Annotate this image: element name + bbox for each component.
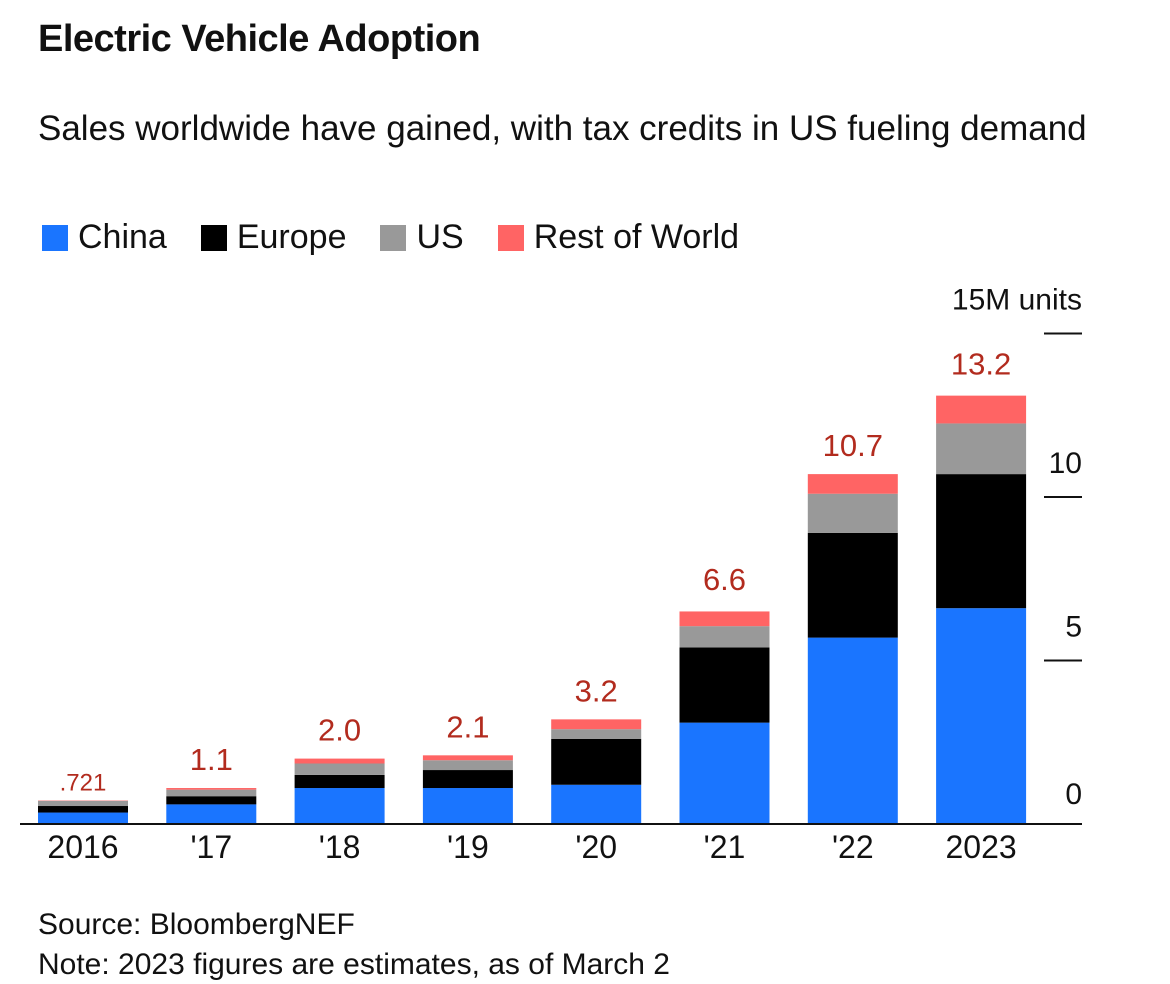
legend: China Europe US Rest of World <box>42 218 773 257</box>
total-label-3: 2.0 <box>318 713 361 748</box>
legend-swatch-europe <box>200 224 227 251</box>
legend-label-rest-of-world: Rest of World <box>533 218 740 256</box>
bar-segment-us-5 <box>551 729 642 739</box>
legend-swatch-us <box>380 224 407 251</box>
total-label-6: 6.6 <box>703 562 746 597</box>
footnote: Note: 2023 figures are estimates, as of … <box>38 948 670 981</box>
legend-label-europe: Europe <box>236 218 347 256</box>
bar-segment-rest-of-world-7 <box>807 474 898 494</box>
total-label-5: 3.2 <box>575 673 618 708</box>
bar-segment-us-7 <box>807 493 898 533</box>
bar-segment-china-4 <box>422 788 513 824</box>
legend-label-us: US <box>416 218 464 256</box>
legend-swatch-rest-of-world <box>497 224 524 251</box>
x-tick-label-3: '18 <box>319 829 361 865</box>
legend-item-us: US <box>380 218 464 257</box>
bar-segment-europe-3 <box>294 774 385 789</box>
bar-segment-china-5 <box>551 784 642 824</box>
chart-title: Electric Vehicle Adoption <box>38 18 481 60</box>
legend-item-europe: Europe <box>200 218 347 257</box>
legend-label-china: China <box>78 218 167 256</box>
x-tick-label-5: '20 <box>575 829 617 865</box>
y-tick-label-5: 5 <box>1065 611 1082 644</box>
total-label-1: .721 <box>60 769 107 796</box>
x-tick-label-6: '21 <box>704 829 746 865</box>
bar-segment-europe-5 <box>551 738 642 785</box>
chart-subtitle: Sales worldwide have gained, with tax cr… <box>38 109 1087 148</box>
y-tick-label-10: 10 <box>1049 447 1082 480</box>
total-label-8: 13.2 <box>951 346 1011 381</box>
total-label-2: 1.1 <box>190 742 233 777</box>
x-tick-label-2: '17 <box>190 829 232 865</box>
legend-item-rest-of-world: Rest of World <box>497 218 740 257</box>
bar-segment-china-2 <box>166 804 257 824</box>
x-tick-label-4: '19 <box>447 829 489 865</box>
bar-segment-europe-6 <box>679 647 770 723</box>
bar-segment-china-1 <box>38 812 128 824</box>
bar-segment-rest-of-world-2 <box>166 788 257 790</box>
bar-segment-us-4 <box>422 760 513 771</box>
stacked-bar-chart: .721 2016 1.1 '17 2.0 '18 2.1 '19 3.2 '20 6.6 '21 10… <box>20 284 1082 865</box>
bar-segment-rest-of-world-8 <box>936 395 1027 424</box>
bar-segment-rest-of-world-4 <box>422 755 513 761</box>
bar-segment-us-2 <box>166 789 257 797</box>
bar-segment-rest-of-world-6 <box>679 611 770 627</box>
bar-segment-europe-1 <box>38 806 128 813</box>
bar-segment-china-3 <box>294 788 385 824</box>
bar-segment-china-7 <box>807 637 898 824</box>
bar-segment-rest-of-world-5 <box>551 719 642 730</box>
bar-segment-us-6 <box>679 626 770 648</box>
bar-segment-europe-2 <box>166 796 257 805</box>
bar-segment-rest-of-world-3 <box>294 758 385 764</box>
total-label-7: 10.7 <box>823 428 883 463</box>
legend-item-china: China <box>42 218 167 257</box>
bar-segment-europe-8 <box>936 474 1027 609</box>
x-tick-label-7: '22 <box>832 829 874 865</box>
bar-segment-europe-4 <box>422 770 513 789</box>
bar-segment-us-8 <box>936 423 1027 475</box>
total-label-4: 2.1 <box>446 709 489 744</box>
y-tick-label-0: 0 <box>1065 778 1082 811</box>
y-tick-label-15: 15M units <box>952 284 1082 317</box>
legend-swatch-china <box>42 224 68 251</box>
source-note: Source: BloombergNEF <box>38 908 355 941</box>
x-tick-label-1: 2016 <box>47 829 118 865</box>
bar-segment-us-3 <box>294 763 385 775</box>
bar-segment-us-1 <box>38 800 128 807</box>
bar-segment-europe-7 <box>807 532 898 638</box>
x-tick-label-8: 2023 <box>946 829 1017 865</box>
bar-segment-china-8 <box>936 608 1027 824</box>
bar-segment-china-6 <box>679 722 770 824</box>
